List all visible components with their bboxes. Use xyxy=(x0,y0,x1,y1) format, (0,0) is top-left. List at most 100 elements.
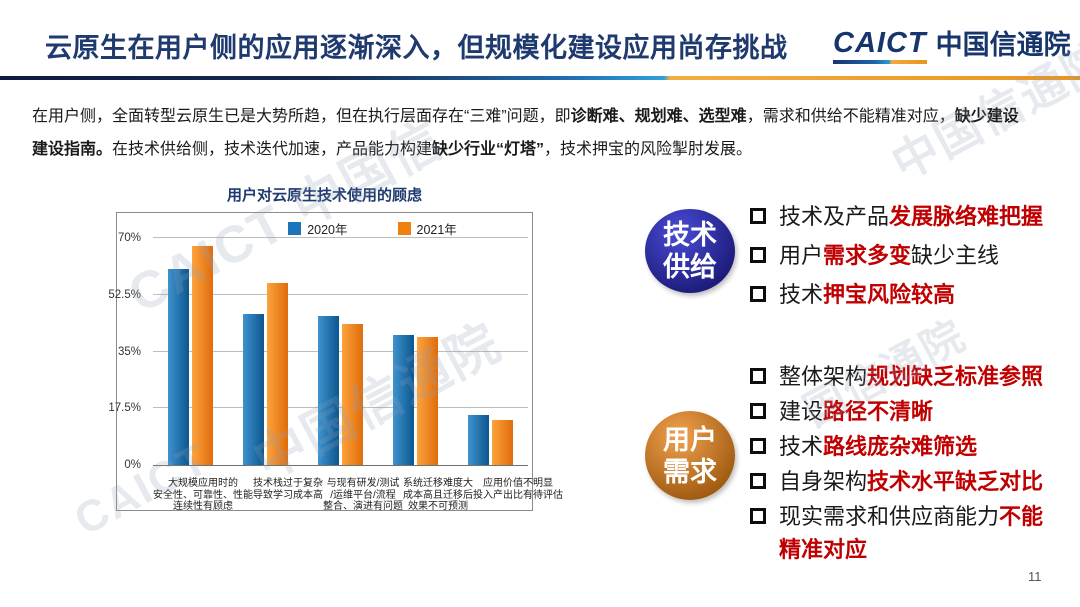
page-number: 11 xyxy=(1028,569,1042,584)
bullet-item: 技术押宝风险较高 xyxy=(750,278,1058,311)
text-segment: 自身架构 xyxy=(779,469,868,494)
gridline xyxy=(153,237,528,238)
square-bullet-icon xyxy=(750,438,766,454)
intro-paragraph: 在用户侧，全面转型云原生已是大势所趋，但在执行层面存在“三难”问题，即诊断难、规… xyxy=(32,100,1054,166)
bullet-text: 技术押宝风险较高 xyxy=(779,278,955,311)
bar-group xyxy=(228,238,303,465)
square-bullet-icon xyxy=(750,368,766,384)
bar-group xyxy=(378,238,453,465)
legend-swatch-icon xyxy=(397,222,411,235)
x-axis-label-line: 效果不可预测 xyxy=(408,501,468,512)
chart-title: 用户对云原生技术使用的顾虑 xyxy=(226,187,422,204)
y-axis-tick-label: 17.5% xyxy=(108,402,141,415)
x-axis-label-line: /运维平台/流程 xyxy=(330,489,396,501)
bar-2021年 xyxy=(492,419,513,465)
bar-2020年 xyxy=(318,315,339,465)
bullet-item: 用户需求多变缺少主线 xyxy=(750,239,1058,272)
bar-2020年 xyxy=(168,268,189,465)
x-axis-label-line: 投入产出比有待评估 xyxy=(473,489,563,501)
caict-logo-brand: CAICT xyxy=(833,29,927,64)
caict-logo-name: 中国信通院 xyxy=(935,30,1071,60)
tech-supply-badge: 技术 供给 xyxy=(645,209,735,293)
y-axis-tick-label: 0% xyxy=(124,459,141,471)
bullet-text: 技术路线庞杂难筛选 xyxy=(779,430,977,463)
title-divider xyxy=(0,76,1080,80)
bar-2021年 xyxy=(192,246,213,465)
y-axis-tick-label: 35% xyxy=(117,345,141,358)
caict-logo-text: CAICT xyxy=(833,27,927,59)
bullet-text: 现实需求和供应商能力不能 精准对应 xyxy=(779,500,1043,566)
bullet-item: 技术路线庞杂难筛选 xyxy=(750,430,1058,463)
text-segment: 技术水平缺乏对比 xyxy=(867,469,1044,494)
bar-group xyxy=(453,238,528,465)
text-segment: 不能 xyxy=(999,504,1044,529)
text-segment: 需求多变 xyxy=(823,243,912,268)
x-axis-category-label: 与现有研发/测试/运维平台/流程 整合、演进有问题 xyxy=(323,478,403,513)
bullet-text: 技术及产品发展脉络难把握 xyxy=(779,200,1043,233)
text-segment: 在用户侧，全面转型云原生已是大势所趋，但在执行层面存在“三难”问题，即 xyxy=(32,108,571,125)
text-segment: ，需求和供给不能精准对应， xyxy=(746,108,955,125)
square-bullet-icon xyxy=(750,508,766,524)
text-segment: 建设 xyxy=(779,399,824,424)
user-demand-badge: 用户 需求 xyxy=(645,411,735,500)
bar-2020年 xyxy=(243,314,264,465)
x-axis-category-label: 大规模应用时的 安全性、可靠性、性能 连续性有顾虑 xyxy=(153,478,253,513)
y-axis-tick-label: 70% xyxy=(117,232,141,244)
bar-2021年 xyxy=(267,283,288,465)
legend-item: 2020年 xyxy=(288,219,348,238)
bar-chart: 2020年 2021年 70% 52.5% 35% 17.5% 0% 大规模应用时的 安全性… xyxy=(108,212,563,513)
x-axis-label-line: 系统迁移难度大 xyxy=(403,478,473,489)
badge-label-line: 用户 xyxy=(663,424,717,455)
gridline xyxy=(153,407,528,409)
bar-2021年 xyxy=(342,323,363,465)
text-segment: 规划缺乏标准参照 xyxy=(867,364,1044,389)
x-axis-category-label: 系统迁移难度大 成本高且迁移后 效果不可预测 xyxy=(403,478,473,513)
bullet-item: 自身架构技术水平缺乏对比 xyxy=(750,465,1058,498)
x-axis-label-line: 与现有研发/测试 xyxy=(326,478,400,489)
user-demand-list: 整体架构规划缺乏标准参照 建设路径不清晰 技术路线庞杂难筛选 自身架构技术水平缺乏对比… xyxy=(750,360,1058,568)
text-segment: 精准对应 xyxy=(779,537,868,562)
bullet-item: 建设路径不清晰 xyxy=(750,395,1058,428)
chart-x-axis-labels: 大规模应用时的 安全性、可靠性、性能 连续性有顾虑 技术栈过于复杂 导致学习成本高 与现有… xyxy=(153,473,563,513)
text-segment: ，技术押宝的风险掣肘发展。 xyxy=(544,141,753,158)
text-segment: 技术 xyxy=(779,282,824,307)
legend-label: 2020年 xyxy=(307,223,348,237)
text-segment: 缺少行业“灯塔” xyxy=(432,141,545,158)
text-segment: 路径不清晰 xyxy=(823,399,934,424)
square-bullet-icon xyxy=(750,403,766,419)
bullet-item: 技术及产品发展脉络难把握 xyxy=(750,200,1058,233)
square-bullet-icon xyxy=(750,247,766,263)
badge-label-line: 需求 xyxy=(663,456,717,487)
bullet-text: 用户需求多变缺少主线 xyxy=(779,239,999,272)
text-segment: 路线庞杂难筛选 xyxy=(823,434,978,459)
caict-logo: CAICT 中国信通院 xyxy=(833,29,1071,64)
text-segment: 技术及产品 xyxy=(779,204,890,229)
gridline xyxy=(153,293,528,295)
bullet-text: 建设路径不清晰 xyxy=(779,395,933,428)
text-segment: 建设指南。 xyxy=(32,141,113,158)
legend-swatch-icon xyxy=(288,222,302,235)
tech-supply-list: 技术及产品发展脉络难把握 用户需求多变缺少主线 技术押宝风险较高 xyxy=(750,200,1058,317)
text-segment: 缺少建设 xyxy=(954,108,1019,125)
page-title: 云原生在用户侧的应用逐渐深入，但规模化建设应用尚存挑战 xyxy=(45,33,788,63)
bullet-text: 整体架构规划缺乏标准参照 xyxy=(779,360,1043,393)
bar-2021年 xyxy=(417,336,438,465)
x-axis-label-line: 导致学习成本高 xyxy=(253,489,323,501)
bar-2020年 xyxy=(393,335,414,465)
x-axis-category-label: 技术栈过于复杂 导致学习成本高 xyxy=(253,478,323,513)
square-bullet-icon xyxy=(750,473,766,489)
x-axis-label-line: 大规模应用时的 xyxy=(168,478,238,489)
y-axis-tick-label: 52.5% xyxy=(108,288,141,301)
text-segment: 技术 xyxy=(779,434,824,459)
x-axis-label-line: 整合、演进有问题 xyxy=(323,501,403,512)
bar-group xyxy=(153,238,228,465)
legend-item: 2021年 xyxy=(397,219,457,238)
badge-label-line: 技术 xyxy=(663,220,717,250)
gridline xyxy=(153,350,528,352)
text-segment: 整体架构 xyxy=(779,364,868,389)
badge-label-line: 供给 xyxy=(663,252,717,282)
text-segment: 发展脉络难把握 xyxy=(889,204,1044,229)
bullet-text: 自身架构技术水平缺乏对比 xyxy=(779,465,1043,498)
text-segment: 用户 xyxy=(779,243,824,268)
text-segment: 在技术供给侧，技术迭代加速，产品能力构建 xyxy=(112,141,433,158)
